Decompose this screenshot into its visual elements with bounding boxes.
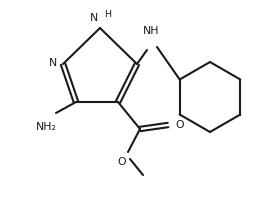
Text: N: N <box>49 58 57 68</box>
Text: NH₂: NH₂ <box>35 122 56 132</box>
Text: NH: NH <box>143 26 159 36</box>
Text: N: N <box>90 13 98 23</box>
Text: O: O <box>117 157 126 167</box>
Text: H: H <box>104 10 111 19</box>
Text: O: O <box>175 120 184 130</box>
